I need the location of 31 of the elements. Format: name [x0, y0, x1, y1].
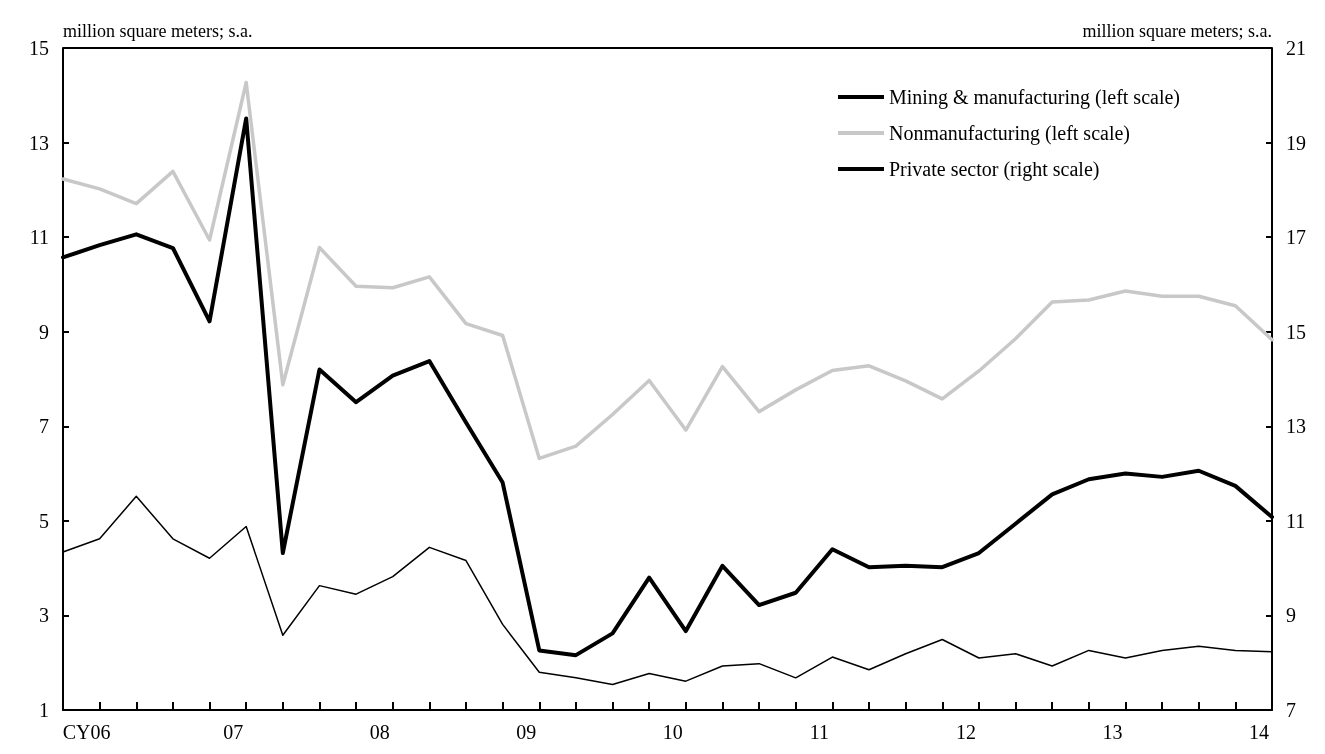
y-tick-label: 1 — [39, 699, 49, 721]
x-tick-label: 13 — [1102, 721, 1123, 743]
y2-tick-label: 13 — [1286, 415, 1306, 438]
y2-tick-label: 19 — [1286, 131, 1306, 154]
x-tick-label: 14 — [1249, 721, 1269, 743]
line-series — [61, 80, 1274, 461]
x-tick-label: 08 — [369, 721, 390, 743]
legend-label: Nonmanufacturing (left scale) — [888, 122, 1130, 145]
y-tick-label: 13 — [29, 131, 49, 154]
y-tick-label: 9 — [39, 320, 49, 343]
x-tick-label: 07 — [223, 721, 244, 743]
y-tick-label: 7 — [39, 415, 49, 438]
y-axis-title: million square meters; s.a. — [63, 21, 253, 41]
y2-tick-label: 15 — [1286, 320, 1306, 343]
x-tick-label: 10 — [662, 721, 683, 743]
x-tick-label: 09 — [516, 721, 537, 743]
y2-tick-label: 7 — [1286, 699, 1296, 721]
x-tick-label: 12 — [955, 721, 976, 743]
y2-tick-label: 11 — [1286, 509, 1306, 532]
y2-axis-title: million square meters; s.a. — [1082, 21, 1272, 41]
y-tick-label: 11 — [29, 226, 49, 249]
y2-tick-label: 17 — [1286, 226, 1306, 249]
x-tick-label: CY06 — [62, 721, 111, 743]
y2-tick-label: 9 — [1286, 604, 1296, 627]
legend-label: Private sector (right scale) — [888, 158, 1100, 181]
y2-tick-label: 21 — [1286, 37, 1306, 59]
legend-label: Mining & manufacturing (left scale) — [888, 86, 1180, 109]
y-tick-label: 15 — [29, 37, 49, 59]
y-tick-label: 3 — [39, 604, 49, 627]
x-tick-label: 11 — [809, 721, 829, 743]
y-tick-label: 5 — [39, 509, 49, 532]
